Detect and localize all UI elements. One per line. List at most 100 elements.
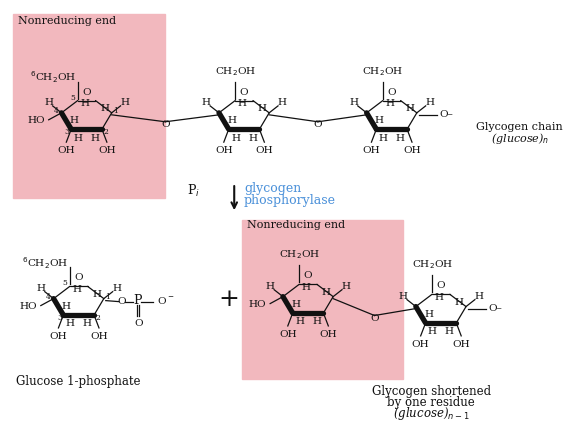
Text: (glucose)$_{n-1}$: (glucose)$_{n-1}$: [393, 405, 469, 422]
Text: O: O: [437, 281, 445, 290]
Text: H: H: [291, 300, 300, 309]
Text: H: H: [445, 327, 454, 336]
Text: H: H: [266, 282, 275, 291]
Text: O: O: [117, 297, 126, 306]
Text: H: H: [428, 327, 437, 336]
Text: OH: OH: [412, 340, 429, 349]
Text: H: H: [62, 302, 71, 311]
Text: H: H: [399, 292, 407, 301]
Text: O: O: [161, 120, 170, 129]
Text: O–: O–: [439, 110, 453, 119]
Text: O: O: [370, 314, 379, 323]
Text: H: H: [302, 283, 310, 292]
Text: H: H: [295, 318, 304, 327]
Text: H: H: [475, 292, 483, 301]
Text: H: H: [248, 134, 257, 143]
Text: phosphorylase: phosphorylase: [244, 193, 336, 207]
Text: Glucose 1-phosphate: Glucose 1-phosphate: [16, 375, 141, 388]
Text: H: H: [112, 284, 121, 293]
Text: H: H: [258, 104, 267, 113]
Text: H: H: [74, 134, 83, 143]
Text: OH: OH: [403, 146, 421, 155]
Text: H: H: [379, 134, 387, 143]
Text: O: O: [304, 271, 312, 280]
Text: H: H: [435, 293, 443, 302]
Text: Glycogen shortened: Glycogen shortened: [372, 385, 490, 398]
Text: $^6$CH$_2$OH: $^6$CH$_2$OH: [22, 256, 68, 271]
Bar: [242, 220, 403, 379]
Text: H: H: [375, 116, 384, 125]
Text: H: H: [44, 98, 53, 107]
Text: OH: OH: [319, 330, 337, 339]
Text: 5: 5: [71, 94, 75, 101]
Bar: [13, 14, 165, 198]
Text: OH: OH: [279, 330, 296, 339]
Text: OH: OH: [215, 146, 233, 155]
Text: O–: O–: [489, 304, 503, 313]
Text: HO: HO: [249, 300, 266, 309]
Text: (glucose)$_n$: (glucose)$_n$: [490, 131, 549, 146]
Text: H: H: [80, 99, 89, 108]
Text: H: H: [424, 309, 433, 318]
Text: 1: 1: [105, 293, 110, 300]
Text: O: O: [313, 120, 322, 129]
Text: Glycogen chain: Glycogen chain: [476, 122, 563, 131]
Text: O: O: [240, 88, 248, 97]
Text: P: P: [133, 294, 142, 307]
Text: H: H: [227, 116, 236, 125]
Text: OH: OH: [363, 146, 380, 155]
Text: OH: OH: [256, 146, 273, 155]
Text: CH$_2$OH: CH$_2$OH: [412, 259, 453, 271]
Text: H: H: [36, 284, 45, 293]
Text: H: H: [70, 116, 79, 125]
Text: glycogen: glycogen: [244, 181, 301, 195]
Text: OH: OH: [49, 332, 67, 341]
Text: O: O: [75, 273, 83, 282]
Text: H: H: [342, 282, 350, 291]
Text: 2: 2: [96, 314, 101, 322]
Text: 4: 4: [46, 293, 51, 300]
Text: H: H: [278, 98, 286, 107]
Text: 3: 3: [57, 314, 62, 322]
Text: O: O: [134, 319, 142, 328]
Text: H: H: [202, 98, 211, 107]
Text: H: H: [83, 319, 92, 328]
Text: H: H: [231, 134, 240, 143]
Text: by one residue: by one residue: [387, 396, 475, 409]
Text: Nonreducing end: Nonreducing end: [18, 16, 116, 26]
Text: H: H: [92, 290, 101, 299]
Text: Nonreducing end: Nonreducing end: [247, 220, 345, 230]
Text: H: H: [91, 134, 99, 143]
Text: H: H: [238, 99, 246, 108]
Text: H: H: [120, 98, 129, 107]
Text: H: H: [406, 104, 415, 113]
Text: OH: OH: [452, 340, 470, 349]
Text: H: H: [396, 134, 405, 143]
Text: O: O: [387, 88, 396, 97]
Text: 3: 3: [65, 128, 70, 136]
Text: H: H: [72, 285, 81, 294]
Text: H: H: [385, 99, 394, 108]
Text: H: H: [322, 288, 331, 297]
Text: CH$_2$OH: CH$_2$OH: [362, 65, 403, 78]
Text: OH: OH: [90, 332, 108, 341]
Text: H: H: [66, 319, 75, 328]
Text: H: H: [455, 298, 464, 307]
Text: 4: 4: [54, 107, 59, 115]
Text: H: H: [425, 98, 434, 107]
Text: $^6$CH$_2$OH: $^6$CH$_2$OH: [30, 70, 76, 86]
Text: 2: 2: [103, 128, 108, 136]
Text: HO: HO: [19, 302, 37, 311]
Text: H: H: [312, 318, 321, 327]
Text: CH$_2$OH: CH$_2$OH: [279, 249, 320, 262]
Text: CH$_2$OH: CH$_2$OH: [215, 65, 256, 78]
Text: P$_i$: P$_i$: [187, 183, 200, 199]
Text: O: O: [82, 88, 91, 97]
Text: H: H: [101, 104, 109, 113]
Text: +: +: [219, 288, 240, 311]
Text: HO: HO: [27, 116, 45, 125]
Text: 5: 5: [62, 279, 68, 287]
Text: OH: OH: [98, 146, 116, 155]
Text: O$^-$: O$^-$: [157, 295, 174, 306]
Text: 1: 1: [113, 107, 118, 115]
